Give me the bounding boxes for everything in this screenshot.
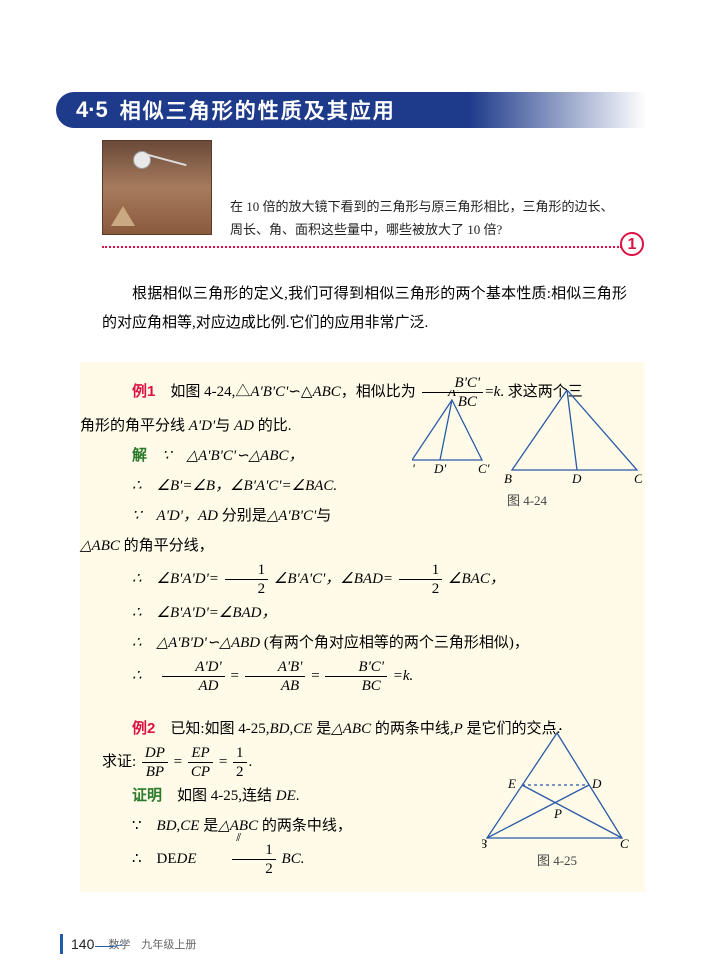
page-footer: 140 数学 九年级上册 xyxy=(60,934,196,954)
svg-text:B: B xyxy=(504,471,512,486)
fraction-half-1: 12 xyxy=(225,561,269,598)
svg-text:A: A xyxy=(553,728,562,733)
step6: ∴ △A'B'D'∽△ABD (有两个角对应相等的两个三角形相似)， xyxy=(102,628,627,658)
svg-text:C: C xyxy=(620,836,629,851)
triangle-icon xyxy=(111,206,135,226)
svg-text:A: A xyxy=(562,390,571,391)
lamp-illustration xyxy=(102,140,212,235)
fraction-dp: DPBP xyxy=(142,744,168,781)
step3b: △ABC 的角平分线， xyxy=(80,531,627,561)
svg-text:A': A' xyxy=(447,390,459,399)
svg-text:D': D' xyxy=(433,461,446,476)
section-header: 4·5 相似三角形的性质及其应用 xyxy=(56,92,646,128)
svg-text:E: E xyxy=(507,776,516,791)
paragraph-intro: 根据相似三角形的定义,我们可得到相似三角形的两个基本性质:相似三角形的对应角相等… xyxy=(102,280,627,337)
dotted-divider xyxy=(102,246,622,248)
example1-label: 例1 xyxy=(132,383,155,400)
svg-text:C: C xyxy=(634,471,642,486)
step5: ∴ ∠B'A'D'=∠BAD， xyxy=(102,598,627,628)
figure-425-caption: 图 4-25 xyxy=(482,850,632,869)
section-title: 相似三角形的性质及其应用 xyxy=(120,95,396,125)
svg-text:P: P xyxy=(553,806,562,821)
footer-decoration xyxy=(95,935,125,947)
section-number: 4·5 xyxy=(76,97,108,123)
fraction-ad: A'D'AD xyxy=(162,658,224,695)
figure-4-25: A B C E D P 图 4-25 xyxy=(482,728,632,868)
fraction-half-3: 12 xyxy=(233,744,247,781)
svg-text:D: D xyxy=(591,776,602,791)
figure-4-24: A' B' D' C' A B D C 图 4-24 xyxy=(412,390,642,520)
triangle-diagram-424: A' B' D' C' A B D C xyxy=(412,390,642,505)
triangle-diagram-425: A B C E D P xyxy=(482,728,632,853)
fraction-bc2: B'C'BC xyxy=(325,658,387,695)
step4: ∴ ∠B'A'D'= 12 ∠B'A'C'，∠BAD= 12 ∠BAC， xyxy=(102,561,627,598)
intro-question: 在 10 倍的放大镜下看到的三角形与原三角形相比，三角形的边长、周长、角、面积这… xyxy=(230,195,620,242)
fraction-ab: A'B'AB xyxy=(245,658,306,695)
figure-424-caption: 图 4-24 xyxy=(412,490,642,509)
proof-label: 证明 xyxy=(132,787,162,804)
solution-label: 解 xyxy=(132,447,147,464)
svg-text:C': C' xyxy=(478,461,490,476)
step7: ∴ A'D'AD = A'B'AB = B'C'BC =k. xyxy=(102,658,627,695)
fraction-ep: EPCP xyxy=(188,744,213,781)
svg-text:B: B xyxy=(482,836,487,851)
lamp-icon xyxy=(133,151,183,191)
svg-text:B': B' xyxy=(412,461,415,476)
fraction-half-2: 12 xyxy=(399,561,443,598)
circle-marker: 1 xyxy=(620,232,644,256)
svg-text:D: D xyxy=(571,471,582,486)
example2-label: 例2 xyxy=(132,720,155,737)
